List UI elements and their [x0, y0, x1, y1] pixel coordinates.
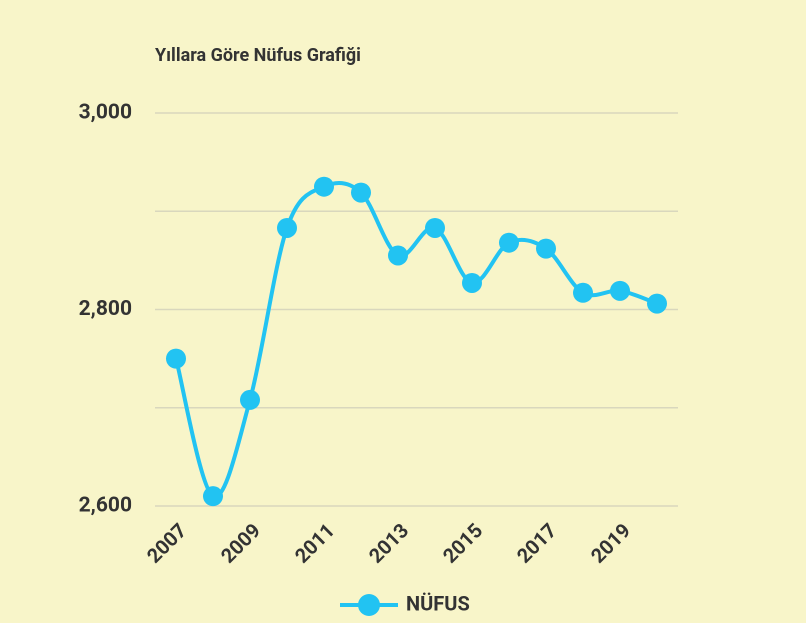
point	[166, 348, 186, 369]
x-tick-label: 2007	[142, 518, 191, 567]
point	[610, 280, 630, 301]
point	[277, 217, 297, 238]
x-tick-label: 2013	[364, 518, 413, 567]
legend-label: NÜFUS	[406, 591, 470, 615]
legend-marker	[358, 594, 380, 616]
x-tick-label: 2019	[586, 518, 635, 567]
point	[240, 389, 260, 410]
point	[462, 272, 482, 293]
chart-title: Yıllara Göre Nüfus Grafiği	[155, 45, 361, 66]
point	[647, 293, 667, 314]
point	[425, 217, 445, 238]
y-tick-label: 2,600	[79, 494, 132, 518]
y-tick-label: 3,000	[79, 101, 132, 125]
point	[573, 282, 593, 303]
x-tick-label: 2009	[216, 518, 265, 567]
y-tick-label: 2,800	[79, 297, 132, 321]
x-tick-label: 2015	[438, 518, 487, 567]
point	[388, 245, 408, 266]
point	[351, 182, 371, 203]
point	[314, 176, 334, 197]
point	[499, 232, 519, 253]
x-tick-label: 2017	[512, 518, 561, 567]
series-line	[174, 180, 658, 499]
x-tick-label: 2011	[290, 518, 339, 567]
point	[203, 486, 223, 507]
point	[536, 238, 556, 259]
